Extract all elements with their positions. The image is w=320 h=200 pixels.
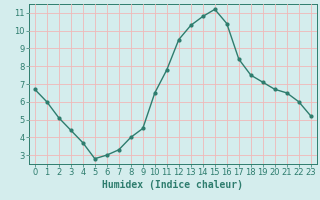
X-axis label: Humidex (Indice chaleur): Humidex (Indice chaleur): [102, 180, 243, 190]
